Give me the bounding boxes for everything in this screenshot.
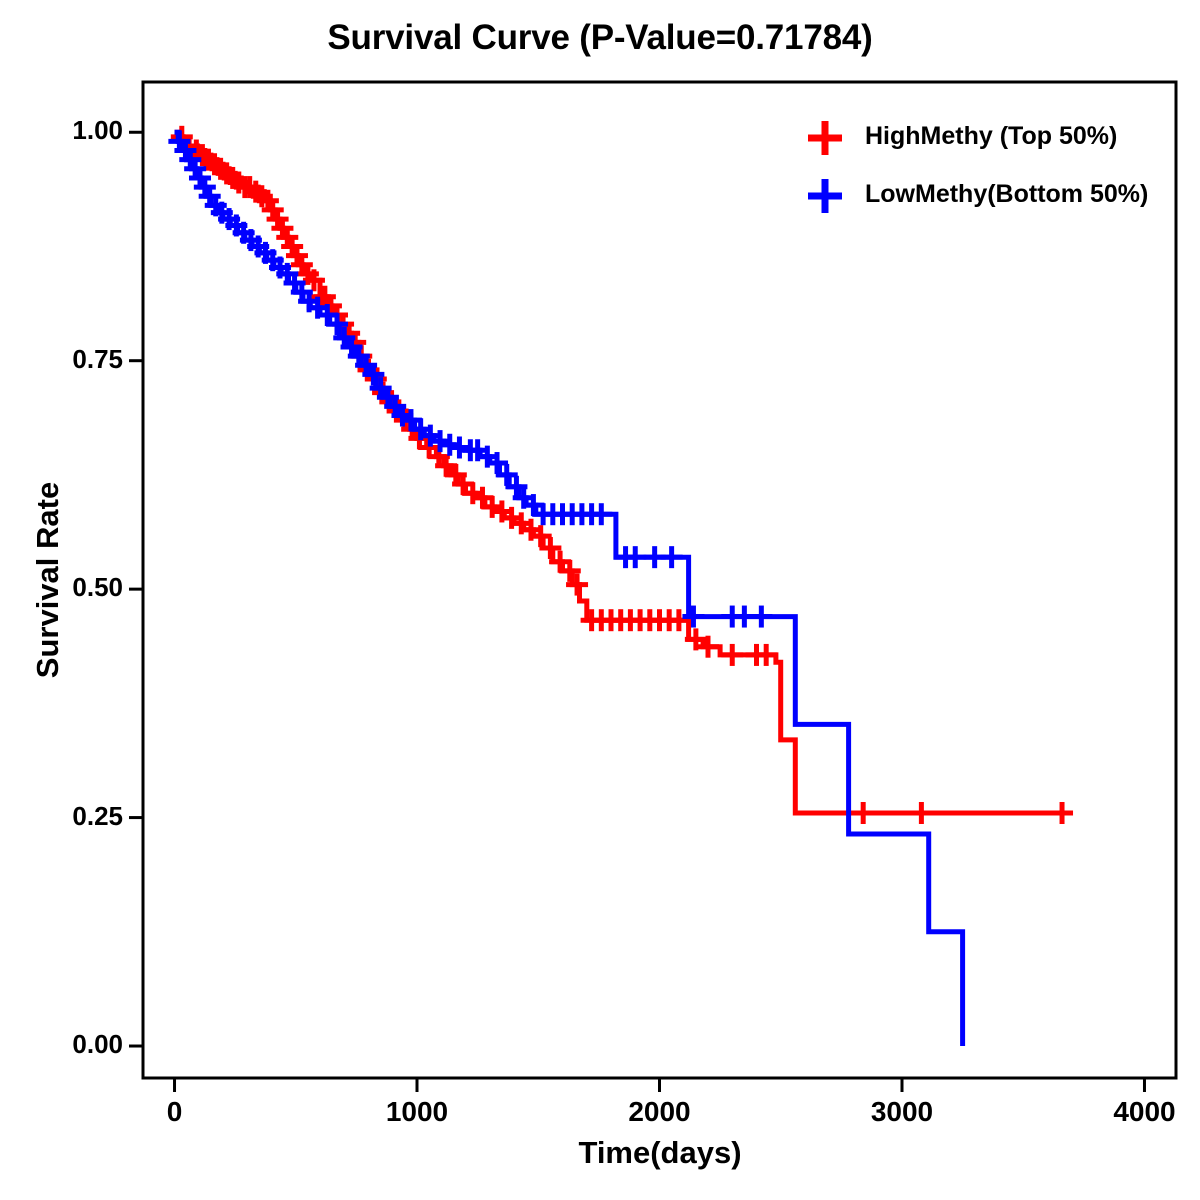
legend-label-1: LowMethy(Bottom 50%) (865, 180, 1149, 208)
censor-mark (529, 525, 552, 548)
data-series (168, 125, 1074, 1046)
page-title: Survival Curve (P-Value=0.71784) (327, 18, 873, 57)
censor-mark (624, 546, 647, 569)
censor-mark (448, 436, 471, 459)
x-tick-label-3: 3000 (870, 1096, 934, 1127)
y-tick-label-1: 0.25 (72, 800, 123, 831)
censor-mark (495, 463, 518, 486)
censor-mark (362, 363, 385, 386)
censor-mark (721, 643, 744, 666)
censor-mark (696, 635, 719, 658)
plot-frame (141, 80, 1178, 1080)
censor-mark (682, 605, 705, 628)
censor-mark (302, 269, 325, 292)
censor-mark (910, 802, 933, 825)
legend-marker-0 (808, 121, 842, 155)
censor-mark (667, 609, 690, 632)
censor-mark (566, 573, 589, 596)
censor-mark (684, 628, 707, 651)
censor-mark (852, 802, 875, 825)
censor-mark (660, 546, 683, 569)
censor-mark (539, 537, 562, 560)
y-tick-label-4: 1.00 (72, 115, 123, 146)
censor-mark (558, 559, 581, 582)
censor-mark (486, 452, 509, 475)
series-line-1 (174, 129, 966, 1046)
y-tick-label-0: 0.00 (72, 1029, 123, 1060)
legend-label-0: HighMethy (Top 50%) (865, 122, 1118, 150)
x-tick-label-1: 1000 (385, 1096, 449, 1127)
censor-mark (325, 313, 348, 336)
series-line-0 (174, 129, 1062, 816)
y-tick-label-2: 0.50 (72, 572, 123, 603)
x-axis-label: Time(days) (578, 1135, 742, 1170)
censor-mark (590, 503, 613, 526)
x-tick-label-0: 0 (166, 1096, 183, 1127)
plot-frame-rect (141, 80, 1178, 1080)
x-tick-label-4: 4000 (1113, 1096, 1176, 1127)
x-tick-label-2: 2000 (628, 1096, 691, 1127)
axis-ticks (129, 130, 1146, 1092)
censor-mark (1051, 802, 1074, 825)
censor-mark (750, 605, 773, 628)
y-tick-label-3: 0.75 (72, 343, 123, 374)
legend-marker-1 (808, 179, 842, 213)
legend-markers (808, 121, 842, 213)
censor-mark (755, 643, 778, 666)
